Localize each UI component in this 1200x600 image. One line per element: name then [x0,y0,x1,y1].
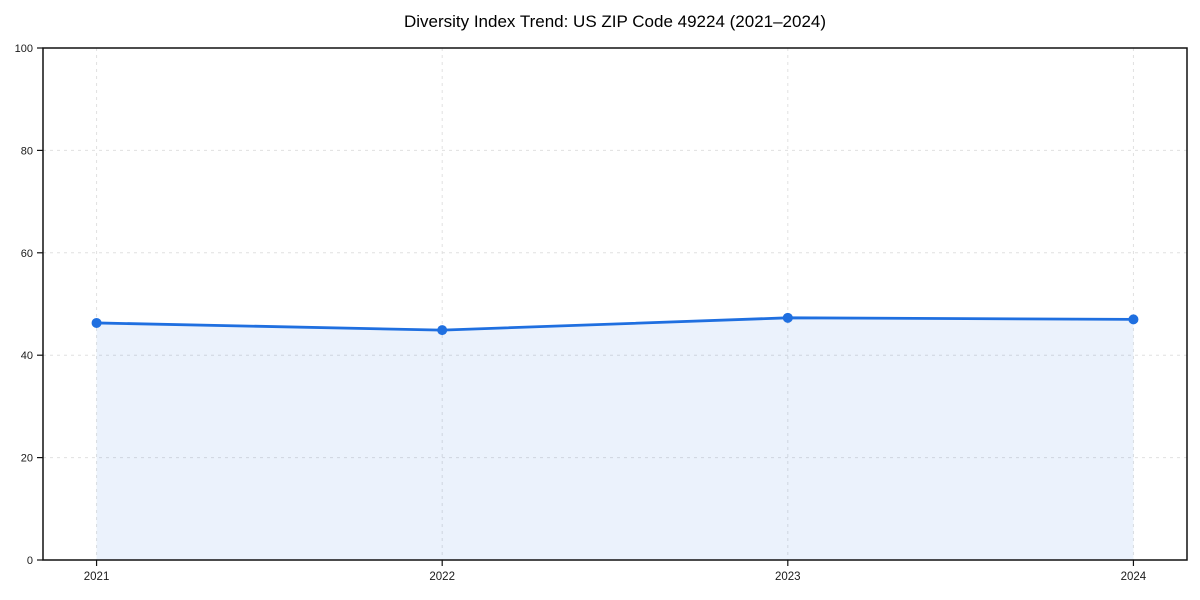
data-point-2022 [437,325,448,336]
x-tick-label: 2021 [84,571,110,583]
data-point-2021 [91,317,102,328]
x-tick-label: 2022 [429,571,455,583]
x-tick-label: 2023 [775,571,801,583]
y-tick-label: 20 [21,453,33,465]
x-tick-label: 2024 [1121,571,1147,583]
y-tick-label: 40 [21,350,33,362]
data-point-2023 [782,312,793,323]
y-tick-label: 80 [21,145,33,157]
y-tick-label: 60 [21,248,33,260]
plot-border [42,47,1188,561]
data-point-2024 [1128,314,1139,325]
y-tick-label: 100 [15,43,33,55]
chart-title: Diversity Index Trend: US ZIP Code 49224… [403,12,827,31]
trend-line [95,316,1135,332]
area-fill [96,317,1134,560]
y-tick-label: 0 [27,555,33,567]
